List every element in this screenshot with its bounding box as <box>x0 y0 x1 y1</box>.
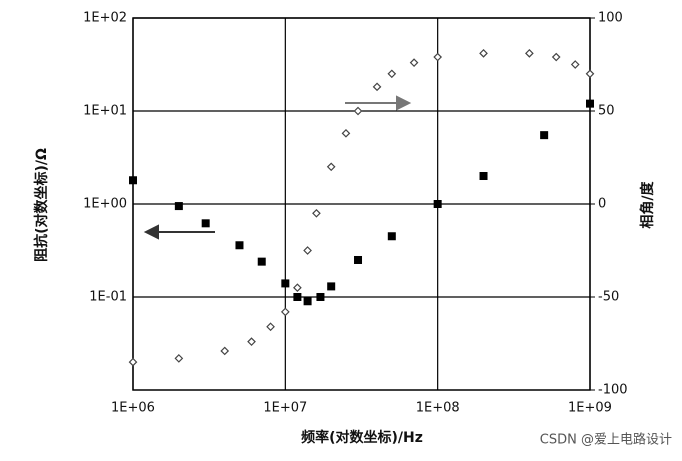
impedance-point <box>281 279 290 288</box>
impedance-point <box>257 257 266 266</box>
y2-tick-label: 50 <box>598 104 615 119</box>
phase-point <box>570 60 580 69</box>
y-tick-label: 1E+02 <box>83 11 127 26</box>
phase-point <box>128 357 138 367</box>
y2-tick-label: -50 <box>598 290 619 305</box>
phase-point <box>585 69 595 79</box>
impedance-point <box>433 200 442 208</box>
y2-axis-label: 相角/度 <box>639 180 656 228</box>
y-tick-label: 1E+00 <box>83 197 127 212</box>
y-axis-label: 阻抗(对数坐标)/Ω <box>33 148 50 262</box>
impedance-point <box>129 176 137 185</box>
x-tick-label: 1E+07 <box>263 401 307 416</box>
phase-point <box>372 82 382 92</box>
phase-point <box>387 69 397 79</box>
impedance-point <box>316 293 325 301</box>
phase-point <box>479 48 488 58</box>
phase-point <box>280 307 290 317</box>
impedance-point <box>293 293 302 301</box>
impedance-point <box>586 99 594 108</box>
x-tick-label: 1E+06 <box>111 401 155 416</box>
phase-point <box>247 337 256 346</box>
phase-point <box>433 52 443 62</box>
impedance-point <box>540 131 549 140</box>
phase-point <box>525 48 534 58</box>
phase-point <box>266 322 275 332</box>
impedance-point <box>303 297 312 306</box>
phase-point <box>341 128 351 138</box>
phase-point <box>174 354 184 363</box>
phase-point <box>303 246 312 255</box>
impedance-point <box>479 172 488 181</box>
arrow-right <box>345 95 412 111</box>
phase-point <box>312 208 321 218</box>
impedance-point <box>327 282 336 291</box>
phase-point <box>353 106 363 116</box>
y2-tick-label: 100 <box>598 11 623 26</box>
x-tick-label: 1E+08 <box>416 401 460 416</box>
y2-tick-label: 0 <box>598 197 606 212</box>
impedance-point <box>174 202 183 211</box>
phase-point <box>551 52 561 62</box>
phase-point <box>220 346 230 356</box>
phase-point <box>326 162 336 172</box>
arrow-left <box>143 224 215 240</box>
impedance-point <box>354 255 363 264</box>
x-axis-label: 频率(对数坐标)/Hz <box>301 429 423 446</box>
phase-point <box>293 283 302 293</box>
impedance-point <box>201 219 210 228</box>
y-tick-label: 1E+01 <box>83 104 127 119</box>
y-tick-label: 1E-01 <box>89 290 127 305</box>
impedance-point <box>235 241 244 250</box>
impedance-point <box>387 232 396 241</box>
y2-tick-label: -100 <box>598 383 628 398</box>
phase-point <box>409 58 419 67</box>
watermark: CSDN @爱上电路设计 <box>540 432 672 448</box>
x-tick-label: 1E+09 <box>568 401 612 416</box>
